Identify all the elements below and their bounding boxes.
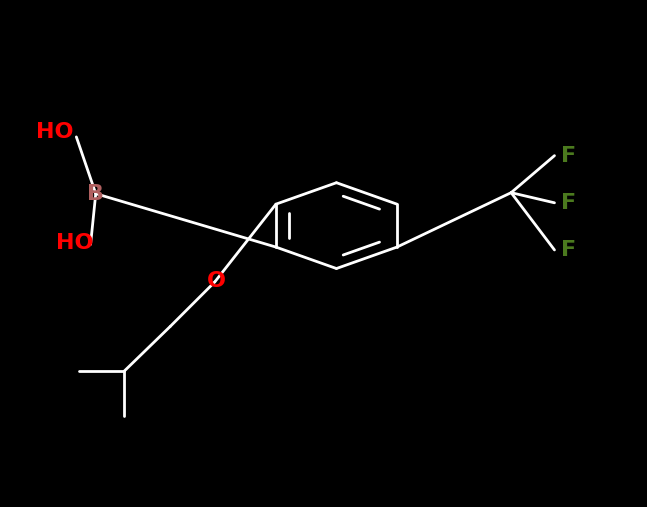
Text: F: F — [560, 240, 576, 260]
Text: HO: HO — [56, 233, 93, 254]
Text: O: O — [207, 271, 226, 292]
Text: F: F — [560, 193, 576, 213]
Text: F: F — [560, 146, 576, 166]
Text: B: B — [87, 184, 104, 204]
Text: HO: HO — [36, 122, 74, 142]
